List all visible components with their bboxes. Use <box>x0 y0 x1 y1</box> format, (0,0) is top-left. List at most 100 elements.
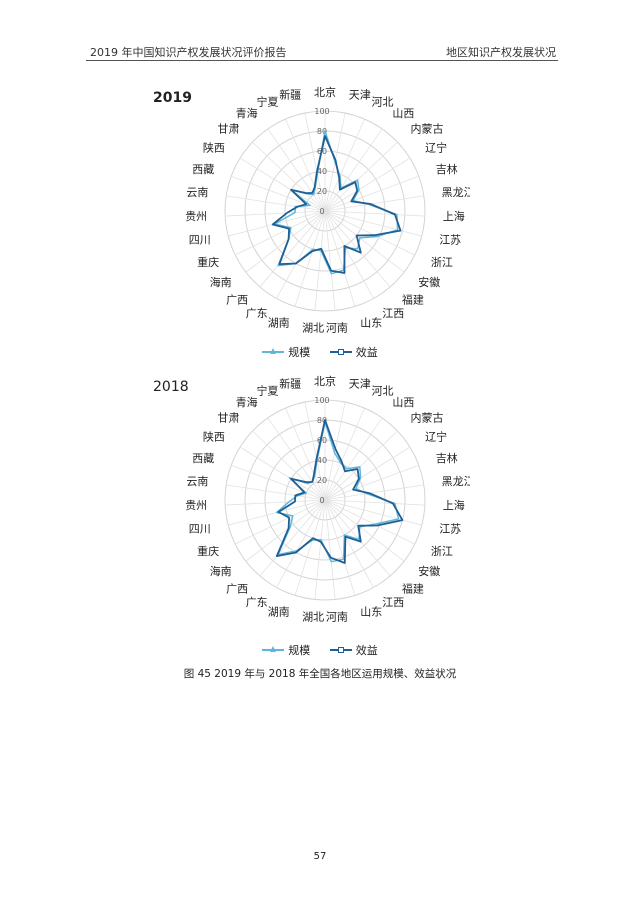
category-label: 辽宁 <box>425 430 447 444</box>
category-label: 重庆 <box>197 255 219 269</box>
legend-2018: 规模 效益 <box>0 641 640 658</box>
legend-label-benefit: 效益 <box>355 644 378 657</box>
grid-spoke <box>324 401 346 501</box>
category-label: 黑龙江 <box>442 186 470 199</box>
grid-spoke <box>235 499 326 545</box>
category-label: 安徽 <box>418 275 440 289</box>
category-label: 西藏 <box>192 163 214 176</box>
category-label: 福建 <box>402 582 424 596</box>
legend-swatch-scale <box>262 348 285 354</box>
category-label: 上海 <box>443 209 465 223</box>
category-label: 河南 <box>326 610 348 623</box>
grid-spoke <box>324 210 422 237</box>
category-label: 江苏 <box>439 234 461 247</box>
grid-spoke <box>245 210 326 273</box>
grid-spoke <box>324 128 383 212</box>
category-label: 云南 <box>186 475 208 488</box>
category-label: 湖北 <box>302 321 324 334</box>
radial-tick-label: 100 <box>314 396 329 405</box>
series-line-benefit <box>275 419 404 564</box>
radial-tick-label: 60 <box>317 436 327 445</box>
grid-spoke <box>285 407 326 501</box>
grid-spoke <box>225 210 326 217</box>
category-label: 广西 <box>226 583 248 596</box>
grid-spoke <box>324 210 405 273</box>
category-label: 湖南 <box>268 317 290 330</box>
header-rule <box>86 60 558 61</box>
category-label: 新疆 <box>279 87 301 101</box>
category-label: 山东 <box>360 317 382 330</box>
category-label: 重庆 <box>197 544 219 558</box>
grid-spoke <box>294 499 326 596</box>
category-label: 云南 <box>186 186 208 199</box>
category-label: 河北 <box>372 96 394 109</box>
legend-swatch-benefit <box>329 349 352 355</box>
category-label: 北京 <box>314 374 336 388</box>
category-label: 陕西 <box>203 430 225 444</box>
legend-item-benefit: 效益 <box>329 642 378 658</box>
category-label: 北京 <box>314 85 336 99</box>
grid-spoke <box>245 499 326 562</box>
grid-spoke <box>324 195 424 212</box>
grid-spoke <box>324 499 356 596</box>
category-label: 山西 <box>392 107 414 120</box>
legend-label-scale: 规模 <box>288 644 311 657</box>
category-label: 广东 <box>246 307 268 320</box>
grid-spoke <box>267 128 326 212</box>
grid-spoke <box>267 417 326 501</box>
category-label: 辽宁 <box>425 141 447 155</box>
chart-title-2018: 2018 <box>153 379 189 395</box>
category-label: 山东 <box>360 606 382 619</box>
grid-spoke <box>324 210 425 217</box>
category-label: 青海 <box>236 106 258 120</box>
category-label: 安徽 <box>418 564 440 578</box>
category-label: 贵州 <box>185 210 207 223</box>
grid-spoke <box>314 499 326 600</box>
grid-spoke <box>239 157 326 212</box>
grid-spoke <box>324 210 336 311</box>
radial-tick-label: 20 <box>317 187 327 196</box>
radial-tick-label: 40 <box>317 456 327 465</box>
grid-spoke <box>235 210 326 256</box>
category-label: 内蒙古 <box>411 411 444 425</box>
category-label: 海南 <box>210 564 232 578</box>
grid-spoke <box>324 499 405 562</box>
category-label: 甘肃 <box>218 123 240 136</box>
category-label: 福建 <box>402 293 424 307</box>
header-section: 地区知识产权发展状况 <box>446 46 556 59</box>
category-label: 上海 <box>443 498 465 512</box>
grid-spoke <box>259 499 326 577</box>
legend-label-benefit: 效益 <box>355 346 378 359</box>
grid-spoke <box>324 484 424 501</box>
category-label: 西藏 <box>192 452 214 465</box>
category-label: 广东 <box>246 596 268 609</box>
category-label: 新疆 <box>279 376 301 390</box>
radial-tick-label: 100 <box>314 107 329 116</box>
grid-spoke <box>324 157 411 212</box>
series-line-benefit <box>271 135 402 274</box>
grid-spoke <box>304 401 326 501</box>
radar-chart-2018: 0 20 40 60 80 100 北京 天津河北山西内蒙古辽宁吉林黑龙江上海江苏浙江安徽福建… <box>185 374 470 623</box>
legend-item-scale: 规模 <box>262 344 310 360</box>
category-label: 四川 <box>189 523 211 536</box>
grid-spoke <box>252 141 326 212</box>
grid-spoke <box>324 210 374 299</box>
grid-spoke <box>252 430 326 501</box>
category-label: 贵州 <box>185 499 207 512</box>
category-label: 浙江 <box>431 256 453 269</box>
grid-spoke <box>324 499 415 545</box>
grid-spoke <box>324 499 425 506</box>
grid-spoke <box>259 210 326 288</box>
grid-spoke <box>324 175 419 212</box>
grid-spoke <box>226 195 326 212</box>
category-label: 宁夏 <box>257 95 279 109</box>
grid-spoke <box>276 499 326 588</box>
chart-title-2019: 2019 <box>153 90 192 106</box>
category-label: 四川 <box>189 234 211 247</box>
grid-spoke <box>285 118 326 212</box>
category-label: 河北 <box>372 385 394 398</box>
category-label: 吉林 <box>436 162 458 176</box>
category-label: 江西 <box>382 596 404 609</box>
page-number: 57 <box>313 851 327 862</box>
